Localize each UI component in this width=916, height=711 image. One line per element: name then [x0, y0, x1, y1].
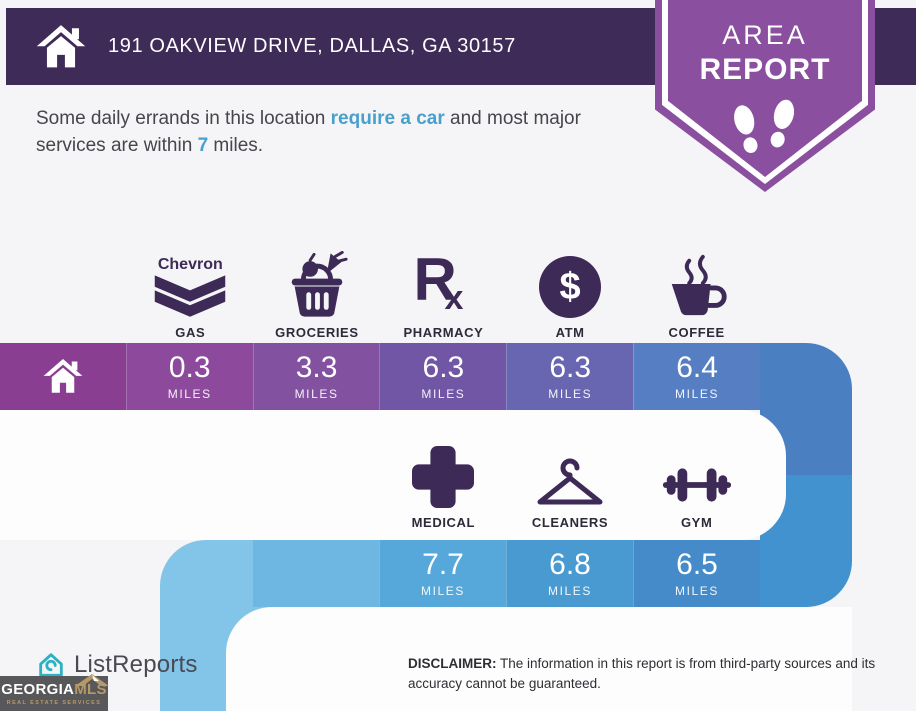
dollar-symbol: $: [559, 266, 581, 308]
pharmacy-label: PHARMACY: [403, 325, 484, 340]
distance-atm: 6.3 MILES: [506, 343, 634, 410]
pharmacy-rx-icon: R x: [411, 242, 475, 318]
chevron-brand-text: Chevron: [157, 256, 223, 273]
distance-bar-primary: 0.3 MILES 3.3 MILES 6.3 MILES 6.3 MILES …: [0, 343, 760, 410]
area-report-badge: AREA REPORT: [655, 0, 875, 192]
bar-home-segment: [0, 343, 126, 410]
category-coffee: COFFEE: [633, 240, 760, 340]
disclaimer-text: The information in this report is from t…: [408, 656, 876, 691]
intro-post: miles.: [208, 134, 264, 156]
category-pharmacy: R x PHARMACY: [380, 240, 507, 341]
property-address: 191 OAKVIEW DRIVE, DALLAS, GA 30157: [108, 35, 516, 57]
category-atm: $ ATM: [507, 240, 634, 340]
intro-pre: Some daily errands in this location: [36, 108, 331, 129]
atm-dollar-icon: $: [539, 242, 602, 318]
cleaners-label: CLEANERS: [531, 515, 609, 530]
distance-groceries: 3.3 MILES: [252, 343, 380, 410]
listreports-wordmark: ListReports: [74, 651, 198, 678]
intro-sentence: Some daily errands in this location requ…: [36, 106, 648, 159]
gas-chevron-icon: Chevron: [153, 242, 227, 318]
distance-coffee: 6.4 MILES: [633, 343, 760, 410]
category-gas: Chevron GAS: [127, 240, 254, 340]
cleaners-hanger-icon: [533, 432, 607, 508]
rx-letter-r: R: [413, 246, 457, 313]
category-medical: MEDICAL: [380, 430, 507, 530]
atm-label: ATM: [555, 325, 585, 340]
badge-title-report: REPORT: [699, 53, 831, 86]
gas-label: GAS: [175, 325, 206, 340]
distance-gym: 6.5 MILES: [633, 540, 760, 607]
bar2-empty-segment: [253, 540, 379, 607]
category-cleaners: CLEANERS: [507, 430, 634, 530]
groceries-label: GROCERIES: [275, 325, 359, 340]
mls-swoosh-icon: [74, 673, 109, 686]
listreports-house-icon: [39, 653, 63, 677]
bottom-white-band: [226, 607, 852, 711]
category-row-1: Chevron GAS: [127, 240, 760, 340]
rx-letter-x: x: [444, 279, 464, 317]
footprints-icon: [734, 99, 795, 153]
listreports-logo: ListReports: [36, 650, 198, 680]
coffee-label: COFFEE: [668, 325, 725, 340]
gym-label: GYM: [680, 515, 713, 530]
medical-label: MEDICAL: [411, 515, 476, 530]
intro-mid: and most major services are within: [36, 108, 581, 156]
distance-pharmacy: 6.3 MILES: [379, 343, 507, 410]
intro-highlight-car: require a car: [330, 108, 445, 129]
category-gym: GYM: [633, 430, 760, 530]
distance-gas: 0.3 MILES: [125, 343, 253, 410]
middle-white-band: [0, 410, 786, 540]
category-groceries: GROCERIES: [254, 240, 381, 340]
georgiamls-logo: GEORGIAMLS REAL ESTATE SERVICES: [0, 673, 109, 711]
mls-subtitle: REAL ESTATE SERVICES: [6, 699, 102, 706]
distance-medical: 7.7 MILES: [379, 540, 506, 607]
badge-title-area: AREA: [722, 20, 808, 50]
distance-bar-secondary: 7.7 MILES 6.8 MILES 6.5 MILES: [253, 540, 760, 607]
disclaimer: DISCLAIMER: The information in this repo…: [408, 654, 892, 693]
medical-cross-icon: [412, 432, 475, 508]
home-icon-small: [43, 359, 83, 393]
disclaimer-label: DISCLAIMER:: [408, 656, 497, 671]
groceries-basket-icon: [282, 242, 352, 318]
home-icon: [36, 24, 86, 67]
distance-cleaners: 6.8 MILES: [506, 540, 633, 607]
gym-dumbbell-icon: [659, 432, 735, 508]
category-row-2: MEDICAL CLEANERS GYM: [380, 430, 760, 530]
coffee-cup-icon: [662, 242, 732, 318]
mls-georgia-text: GEORGIA: [1, 680, 75, 698]
intro-highlight-miles: 7: [197, 134, 209, 156]
